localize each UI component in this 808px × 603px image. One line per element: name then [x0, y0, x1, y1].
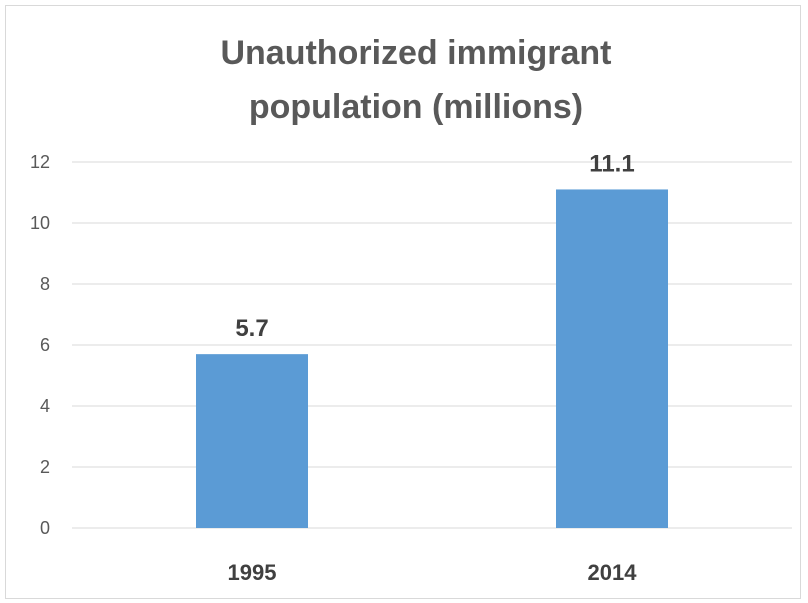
y-tick-label: 4 [40, 396, 50, 416]
bars [196, 189, 668, 528]
y-tick-label: 10 [30, 213, 50, 233]
data-labels: 5.7 11.1 [235, 150, 634, 342]
y-tick-label: 12 [30, 152, 50, 172]
y-tick-label: 6 [40, 335, 50, 355]
category-label-2014: 2014 [588, 560, 638, 585]
category-label-1995: 1995 [228, 560, 277, 585]
y-tick-label: 0 [40, 518, 50, 538]
x-axis-categories: 1995 2014 [228, 560, 638, 585]
data-label-2014: 11.1 [589, 150, 634, 177]
chart-frame [5, 5, 801, 599]
data-label-1995: 5.7 [235, 315, 268, 342]
y-tick-label: 2 [40, 457, 50, 477]
chart-title-line-1: Unauthorized immigrant [220, 34, 611, 72]
chart-title-line-2: population (millions) [249, 88, 583, 126]
gridlines [72, 161, 792, 529]
y-tick-label: 8 [40, 274, 50, 294]
y-axis-ticks: 0 2 4 6 8 10 12 [30, 152, 50, 538]
bar-2014 [556, 189, 668, 528]
bar-1995 [196, 354, 308, 528]
